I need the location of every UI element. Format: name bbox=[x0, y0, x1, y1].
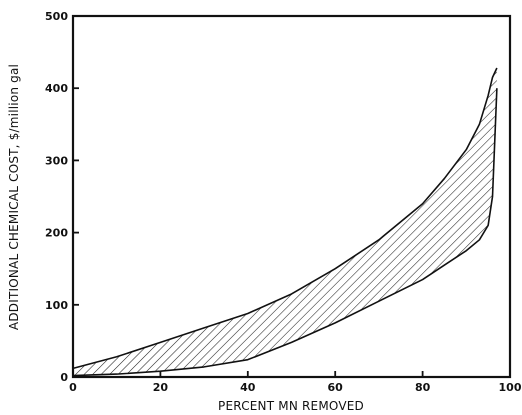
hatched-band-layer bbox=[72, 67, 498, 377]
x-tick-label: 100 bbox=[499, 381, 522, 394]
y-tick-label: 200 bbox=[45, 227, 68, 240]
y-tick-label: 300 bbox=[45, 154, 68, 167]
y-tick-label: 0 bbox=[60, 371, 68, 384]
x-tick-labels: 0 20 40 60 80 100 bbox=[69, 381, 522, 394]
x-tick-label: 0 bbox=[69, 381, 77, 394]
plot-frame bbox=[71, 14, 512, 379]
y-tick-labels: 0 100 200 300 400 500 bbox=[45, 10, 68, 384]
y-tick-label: 100 bbox=[45, 299, 68, 312]
x-tick-label: 40 bbox=[240, 381, 256, 394]
hatched-band-fill bbox=[73, 67, 497, 376]
y-tick-label: 400 bbox=[45, 82, 68, 95]
x-tick-label: 60 bbox=[328, 381, 344, 394]
axis-ticks bbox=[72, 15, 511, 378]
x-tick-label: 20 bbox=[153, 381, 169, 394]
upper-bound-line bbox=[72, 67, 498, 370]
x-axis-title: PERCENT MN REMOVED bbox=[218, 399, 364, 413]
y-tick-label: 500 bbox=[45, 10, 68, 23]
x-tick-label: 80 bbox=[415, 381, 431, 394]
y-axis-title: ADDITIONAL CHEMICAL COST, $/million gal bbox=[7, 64, 21, 330]
lower-bound-line bbox=[72, 88, 498, 377]
